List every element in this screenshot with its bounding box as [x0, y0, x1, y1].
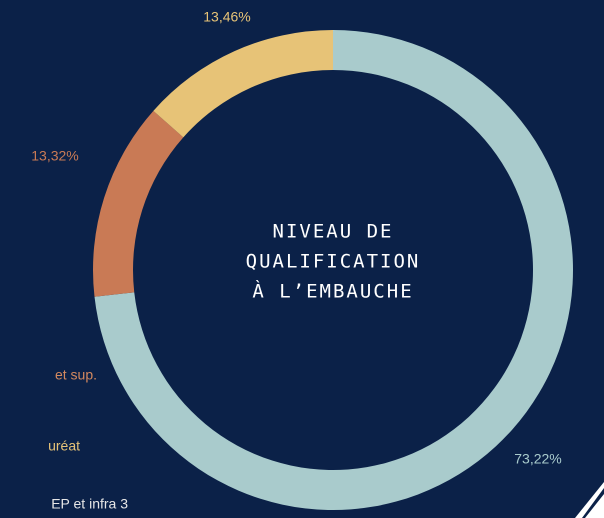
legend-label: et sup.: [55, 367, 97, 383]
legend-label: EP et infra 3: [51, 496, 128, 512]
center-title: QUALIFICATION: [246, 251, 421, 273]
value-label: 13,46%: [203, 9, 250, 25]
center-title: À L’EMBAUCHE: [252, 280, 413, 303]
donut-segment: [153, 30, 333, 138]
center-title: NIVEAU DE: [273, 221, 394, 243]
donut-segment: [93, 110, 184, 297]
corner-shape: [575, 482, 604, 518]
corner-shape: [585, 494, 604, 518]
value-label: 13,32%: [31, 148, 78, 164]
legend-label: uréat: [48, 438, 80, 454]
value-label: 73,22%: [514, 451, 561, 467]
